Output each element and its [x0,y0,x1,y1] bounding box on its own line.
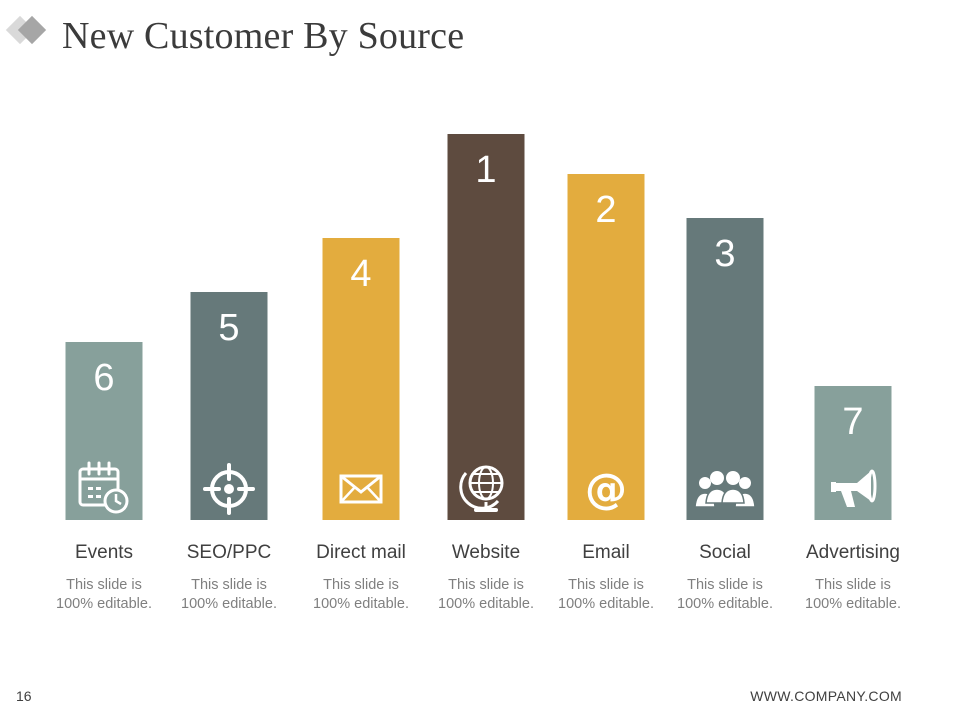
category-label: Advertising [806,542,900,563]
category-description-line-1: This slide is [568,577,644,593]
category-description-line-2: 100% editable. [805,596,901,612]
target-icon [203,463,255,515]
category-label: Events [75,542,133,563]
page-title: New Customer By Source [62,15,465,57]
bar-chart: 6 Events This slide is 100% editable. 5 SEO/P… [56,134,901,612]
category-label: Website [452,542,520,563]
calendar-clock-icon [78,461,129,514]
category-description-line-2: 100% editable. [558,596,654,612]
svg-text:@: @ [585,464,627,513]
page-number: 16 [16,688,32,704]
envelope-icon [339,474,383,504]
bar-rank-label: 3 [714,233,735,275]
bar-4 [447,134,525,520]
bar-5 [567,174,645,520]
category-description-line-2: 100% editable. [56,596,152,612]
category-description-line-2: 100% editable. [438,596,534,612]
category-description-line-2: 100% editable. [677,596,773,612]
category-label: Direct mail [316,542,406,563]
category-label: Email [582,542,630,563]
bar-rank-label: 1 [475,149,496,191]
bar-rank-label: 2 [595,189,616,231]
people-group-icon [694,471,756,508]
category-label: SEO/PPC [187,542,271,563]
category-description-line-2: 100% editable. [181,596,277,612]
category-description-line-1: This slide is [323,577,399,593]
category-description-line-1: This slide is [687,577,763,593]
bar-2 [190,292,268,520]
bar-7 [814,386,892,520]
bar-rank-label: 4 [350,253,371,295]
category-label: Social [699,542,751,563]
bar-6 [686,218,764,520]
logo-diamonds [5,15,47,45]
at-sign-icon: @ [585,464,627,513]
category-description-line-1: This slide is [66,577,142,593]
megaphone-icon [831,469,877,507]
category-description-line-2: 100% editable. [313,596,409,612]
footer-url: WWW.COMPANY.COM [750,688,902,704]
globe-icon [459,465,504,512]
category-description-line-1: This slide is [191,577,267,593]
bar-3 [322,238,400,520]
bar-1 [65,342,143,520]
category-description-line-1: This slide is [815,577,891,593]
bar-rank-label: 6 [93,357,114,399]
bar-rank-label: 7 [842,401,863,443]
bar-rank-label: 5 [218,307,239,349]
category-description-line-1: This slide is [448,577,524,593]
